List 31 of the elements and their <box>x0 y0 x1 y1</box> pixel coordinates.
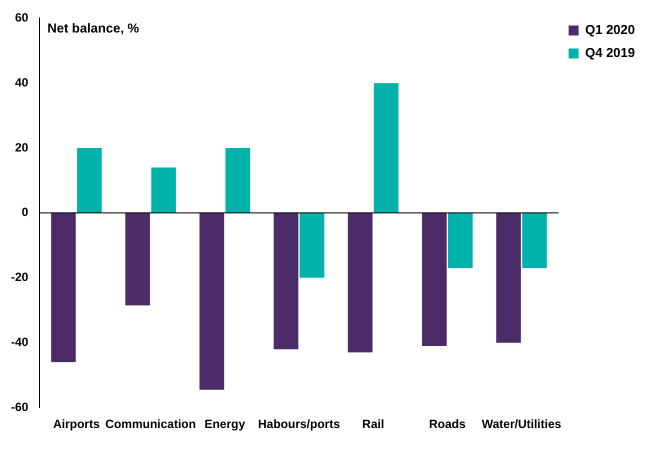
x-tick-label: Habours/ports <box>258 417 340 432</box>
bar <box>51 212 76 362</box>
bar <box>300 212 324 278</box>
bar <box>348 212 373 352</box>
y-tick-label: 40 <box>14 75 29 90</box>
bar <box>225 148 250 213</box>
y-tick-label: -40 <box>11 335 29 350</box>
x-tick-label: Communication <box>105 417 196 432</box>
x-tick-label: Airports <box>53 417 100 432</box>
bar <box>199 212 224 390</box>
x-tick-label: Water/Utilities <box>482 417 562 432</box>
bar <box>77 148 102 213</box>
x-tick-label: Rail <box>362 417 384 432</box>
bar <box>274 212 298 350</box>
y-tick-label: -20 <box>11 270 29 284</box>
legend-label: Q1 2020 <box>585 22 635 38</box>
bar <box>448 212 473 268</box>
y-tick-label: 20 <box>14 140 29 154</box>
bar <box>522 212 547 268</box>
bar <box>374 83 398 213</box>
bar <box>125 212 150 306</box>
legend-label: Q4 2019 <box>585 45 635 60</box>
y-tick-label: -60 <box>11 400 29 414</box>
y-tick-label: 0 <box>22 205 29 220</box>
bar <box>422 212 447 346</box>
y-tick-label: 60 <box>14 10 29 25</box>
x-tick-label: Energy <box>204 417 246 432</box>
y-axis-title: Net balance, % <box>47 20 140 36</box>
bar <box>496 212 521 343</box>
bar <box>151 167 176 213</box>
x-tick-label: Roads <box>429 417 466 432</box>
